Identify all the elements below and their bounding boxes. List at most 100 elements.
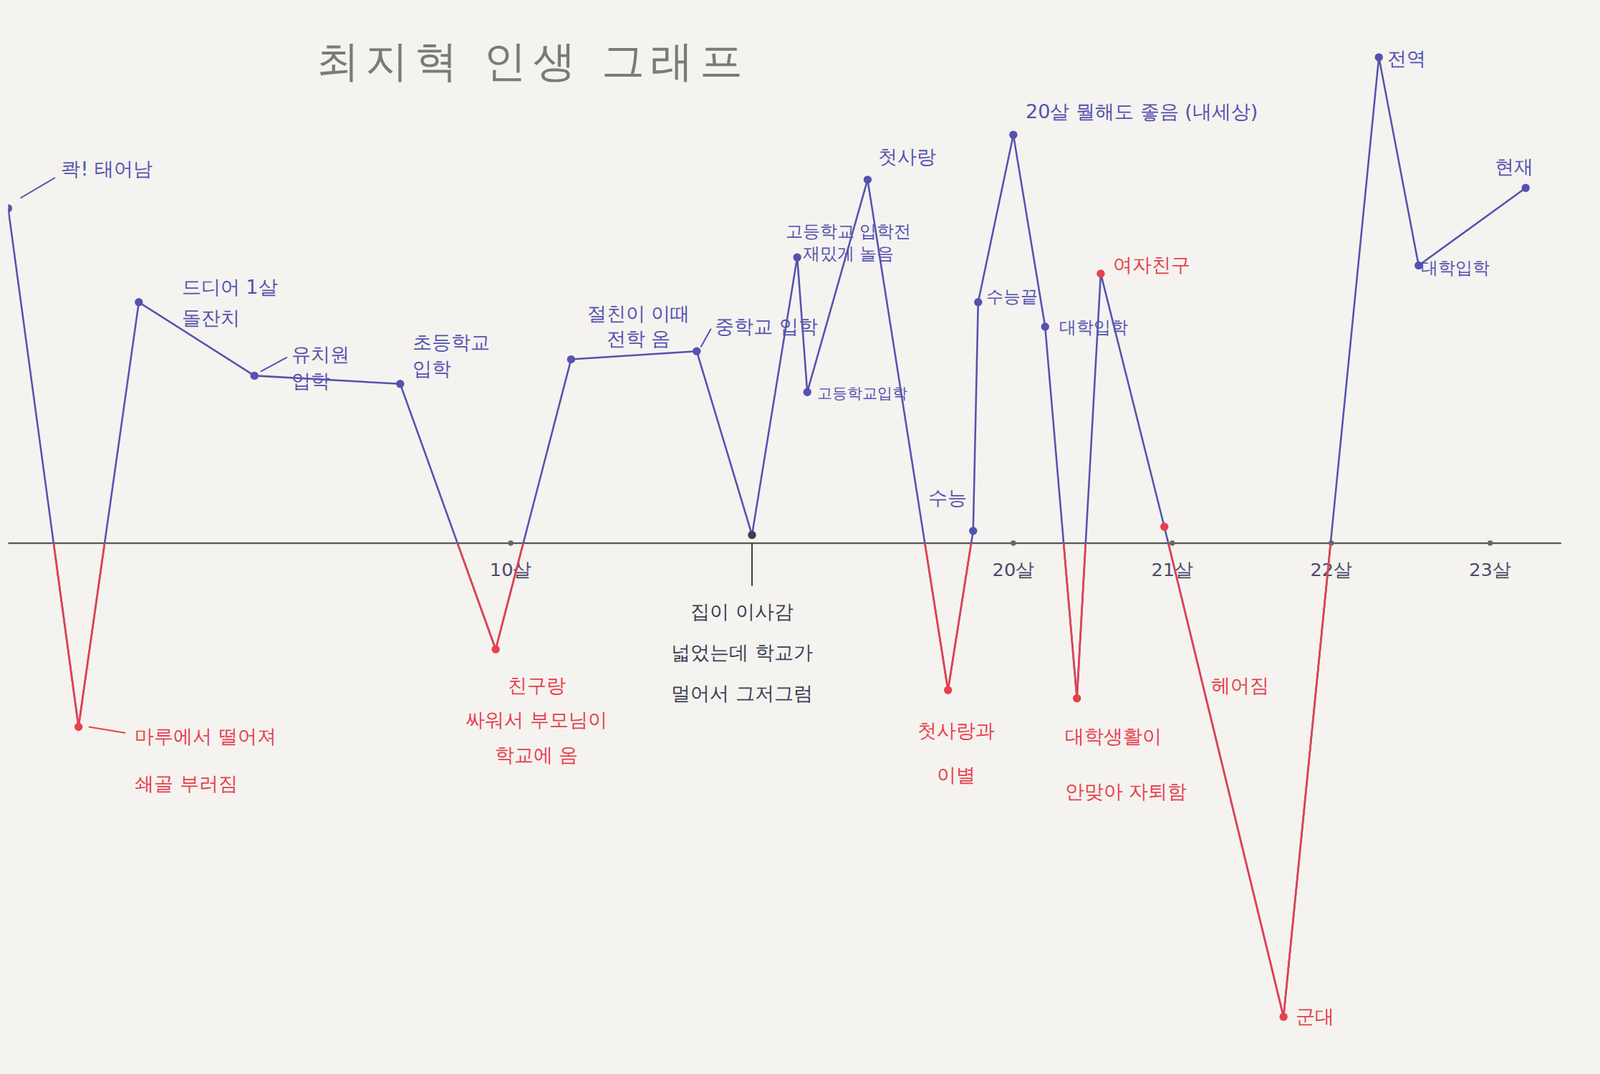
annotation-line: 군대 xyxy=(1295,1004,1335,1028)
leader-line xyxy=(751,542,753,586)
event-point xyxy=(567,355,576,364)
annotation-line: 고등학교입학 xyxy=(817,383,908,402)
event-annotation: 유치원입학 xyxy=(291,343,350,392)
annotation-line: 쇄골 부러짐 xyxy=(134,772,238,795)
annotation-line: 집이 이사감 xyxy=(690,600,794,623)
annotation-line: 고등학교 입학전 xyxy=(785,221,912,242)
event-annotation: 마루에서 떨어져쇄골 부러짐 xyxy=(134,724,277,795)
event-annotation: 현재 xyxy=(1494,155,1534,178)
annotation-line: 현재 xyxy=(1494,155,1534,178)
event-annotation: 대학입학 xyxy=(1059,317,1129,338)
annotation-line: 입학 xyxy=(412,357,452,380)
event-annotation: 중학교 입학 xyxy=(714,315,818,338)
annotation-line: 절친이 이때 xyxy=(587,302,691,325)
annotation-line: 입학 xyxy=(291,369,331,392)
annotation-line: 넓었는데 학교가 xyxy=(671,641,813,664)
annotation-line: 싸워서 부모님이 xyxy=(465,709,608,732)
annotation-line: 안맞아 자퇴함 xyxy=(1064,779,1188,803)
event-annotation: 친구랑싸워서 부모님이학교에 옴 xyxy=(465,673,608,766)
annotation-line: 드디어 1살 xyxy=(181,275,278,298)
leader-line xyxy=(700,328,711,348)
event-annotation: 첫사랑 xyxy=(878,145,937,168)
event-annotation: 고등학교입학 xyxy=(817,383,908,402)
event-annotation: 콱! 태어남 xyxy=(60,157,152,180)
event-annotation: 대학생활이안맞아 자퇴함 xyxy=(1064,724,1188,803)
event-point xyxy=(7,204,13,212)
event-point xyxy=(1375,52,1383,61)
annotation-line: 대학입학 xyxy=(1420,257,1490,278)
annotation-line: 20살 뭘해도 좋음 (내세상) xyxy=(1025,100,1258,123)
x-tick-label: 23살 xyxy=(1468,558,1512,581)
annotation-line: 헤어짐 xyxy=(1211,673,1270,697)
plot-area xyxy=(7,52,1530,1021)
event-point xyxy=(943,686,952,695)
event-point xyxy=(74,722,83,731)
event-annotation: 수능 xyxy=(928,486,967,509)
event-point xyxy=(974,297,982,306)
event-point xyxy=(491,645,500,654)
annotation-line: 재밌게 놀음 xyxy=(802,243,895,264)
annotation-line: 학교에 옴 xyxy=(494,743,579,766)
event-point xyxy=(802,387,811,396)
annotation-line: 콱! 태어남 xyxy=(60,157,152,180)
annotation-line: 전학 옴 xyxy=(606,327,672,350)
x-tick xyxy=(1169,540,1175,546)
annotation-line: 멀어서 그저그럼 xyxy=(671,681,813,705)
annotation-line: 첫사랑과 xyxy=(917,719,995,742)
annotation-line: 수능끝 xyxy=(986,286,1038,307)
chart-title: 최지혁 인생 그래프 xyxy=(316,35,750,86)
event-annotation: 수능끝 xyxy=(986,286,1038,307)
event-point xyxy=(1096,269,1105,278)
annotation-line: 수능 xyxy=(928,486,967,509)
event-annotation: 첫사랑과이별 xyxy=(917,719,995,787)
annotation-line: 유치원 xyxy=(291,343,350,366)
event-annotation: 군대 xyxy=(1295,1004,1335,1028)
event-point xyxy=(863,175,872,184)
event-annotation: 여자친구 xyxy=(1112,253,1191,276)
annotation-line: 첫사랑 xyxy=(878,145,937,168)
x-tick-label: 10살 xyxy=(489,558,533,581)
annotation-line: 여자친구 xyxy=(1112,253,1191,276)
annotation-line: 중학교 입학 xyxy=(714,315,818,338)
event-point xyxy=(396,379,404,388)
leader-line xyxy=(260,357,288,372)
annotation-line: 친구랑 xyxy=(507,673,566,697)
annotation-line: 초등학교 xyxy=(412,330,490,354)
annotation-line: 대학입학 xyxy=(1059,317,1129,338)
leader-line xyxy=(20,177,55,198)
x-tick xyxy=(507,540,513,546)
event-annotation: 초등학교입학 xyxy=(412,330,490,380)
event-annotation: 대학입학 xyxy=(1420,257,1490,278)
x-tick-label: 20살 xyxy=(992,558,1035,581)
life-graph: 최지혁 인생 그래프10살20살21살22살23살콱! 태어남마루에서 떨어져쇄… xyxy=(0,0,1600,1074)
event-annotation: 절친이 이때전학 옴 xyxy=(587,302,691,349)
annotation-line: 대학생활이 xyxy=(1064,724,1162,748)
annotation-line: 이별 xyxy=(936,763,976,786)
x-tick xyxy=(1010,540,1016,546)
event-point xyxy=(747,530,756,539)
x-tick-label: 22살 xyxy=(1309,558,1353,581)
annotation-line: 전역 xyxy=(1387,47,1426,70)
event-annotation: 집이 이사감넓었는데 학교가멀어서 그저그럼 xyxy=(671,600,813,705)
event-point xyxy=(1279,1011,1288,1020)
annotation-line: 마루에서 떨어져 xyxy=(134,724,277,748)
event-annotation: 20살 뭘해도 좋음 (내세상) xyxy=(1025,100,1258,123)
event-point xyxy=(1072,694,1081,702)
event-point xyxy=(250,371,259,380)
event-annotation: 헤어짐 xyxy=(1211,673,1270,697)
event-point xyxy=(792,252,801,261)
below-axis-area xyxy=(7,542,1526,1017)
event-annotation: 전역 xyxy=(1387,47,1426,70)
x-tick xyxy=(1487,540,1493,546)
annotation-line: 돌잔치 xyxy=(181,306,240,329)
leader-line xyxy=(88,726,126,734)
event-annotation: 드디어 1살돌잔치 xyxy=(181,275,278,329)
event-point xyxy=(692,346,701,355)
event-point xyxy=(969,526,977,535)
event-point xyxy=(1041,322,1050,331)
event-point xyxy=(1009,130,1018,139)
life-line xyxy=(7,57,1526,1017)
event-point xyxy=(134,297,143,306)
x-axis xyxy=(7,542,1561,544)
event-point xyxy=(1160,522,1169,531)
